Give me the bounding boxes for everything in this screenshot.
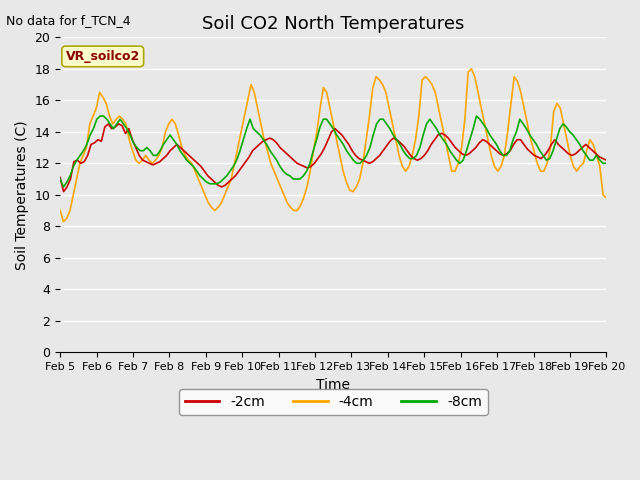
-4cm bbox=[602, 195, 610, 201]
-8cm bbox=[76, 153, 84, 158]
-4cm bbox=[419, 77, 426, 83]
-2cm bbox=[173, 142, 180, 147]
Title: Soil CO2 North Temperatures: Soil CO2 North Temperatures bbox=[202, 15, 465, 33]
-8cm bbox=[486, 132, 493, 138]
Legend: -2cm, -4cm, -8cm: -2cm, -4cm, -8cm bbox=[179, 389, 488, 415]
-2cm bbox=[510, 142, 518, 147]
-4cm bbox=[132, 157, 140, 163]
Line: -8cm: -8cm bbox=[60, 116, 606, 187]
-2cm bbox=[104, 121, 112, 127]
-4cm bbox=[135, 160, 143, 166]
-8cm bbox=[56, 176, 64, 182]
-4cm bbox=[333, 137, 340, 143]
-8cm bbox=[60, 184, 67, 190]
-8cm bbox=[433, 126, 440, 132]
-4cm bbox=[253, 105, 261, 111]
-8cm bbox=[263, 142, 271, 147]
-8cm bbox=[602, 160, 610, 166]
-8cm bbox=[96, 113, 104, 119]
-2cm bbox=[56, 175, 64, 180]
-4cm bbox=[60, 219, 67, 225]
X-axis label: Time: Time bbox=[316, 377, 350, 392]
Text: No data for f_TCN_4: No data for f_TCN_4 bbox=[6, 14, 131, 27]
-4cm bbox=[468, 66, 476, 72]
-2cm bbox=[218, 184, 225, 190]
-2cm bbox=[60, 189, 67, 194]
-8cm bbox=[116, 116, 124, 122]
-2cm bbox=[417, 156, 425, 161]
Line: -2cm: -2cm bbox=[60, 124, 606, 192]
-4cm bbox=[56, 208, 64, 214]
Y-axis label: Soil Temperatures (C): Soil Temperatures (C) bbox=[15, 120, 29, 270]
-2cm bbox=[602, 157, 610, 163]
-2cm bbox=[582, 142, 589, 147]
Text: VR_soilco2: VR_soilco2 bbox=[66, 50, 140, 63]
-4cm bbox=[339, 168, 347, 174]
Line: -4cm: -4cm bbox=[60, 69, 606, 222]
-2cm bbox=[365, 160, 373, 166]
-8cm bbox=[126, 132, 134, 138]
